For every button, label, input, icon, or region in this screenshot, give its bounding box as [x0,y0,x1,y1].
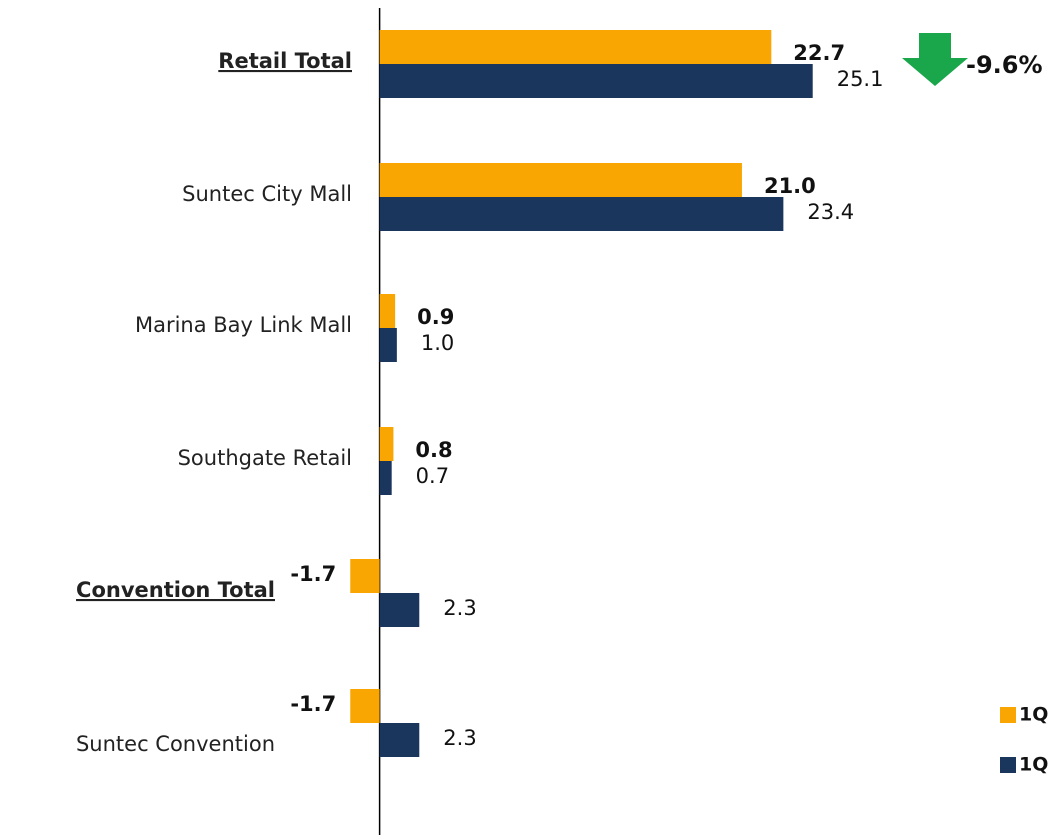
category-label: Suntec City Mall [182,182,352,206]
bar [379,723,420,757]
category-label: Convention Total [76,578,275,602]
value-label: 0.8 [415,438,452,462]
value-label: 0.9 [417,305,454,329]
value-label: 2.3 [443,726,476,750]
bar [379,197,784,231]
value-label: 22.7 [793,41,845,65]
bar [379,294,396,328]
annotation: -9.6% [966,51,1043,79]
value-label: -1.7 [290,692,336,716]
value-label: -1.7 [290,562,336,586]
value-label: 0.7 [416,464,449,488]
bar [379,64,813,98]
category-label: Marina Bay Link Mall [135,313,352,337]
value-label: 23.4 [807,200,854,224]
value-label: 2.3 [443,596,476,620]
bar [350,559,380,593]
category-label: Retail Total [218,49,352,73]
legend-label: 1Q 19 [1019,754,1056,776]
value-label: 1.0 [421,331,454,355]
bar [350,689,380,723]
bar [379,593,420,627]
legend-swatch [1000,757,1016,773]
arrow-shape [902,33,968,86]
value-label: 21.0 [764,174,816,198]
bar [379,163,742,197]
legend-label: 1Q 20 [1019,704,1056,726]
value-label: 25.1 [837,67,884,91]
annotation-arrow [902,33,968,86]
bar [379,427,394,461]
bar [379,461,392,495]
category-label: Suntec Convention [76,732,275,756]
bar [379,30,772,64]
legend-swatch [1000,707,1016,723]
bar [379,328,397,362]
category-label: Southgate Retail [178,446,352,470]
